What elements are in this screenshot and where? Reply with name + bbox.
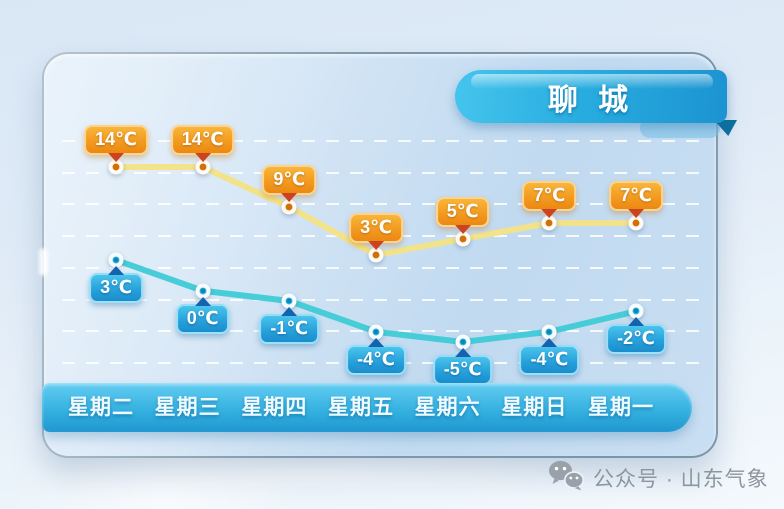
panel-edge-glint — [39, 248, 48, 276]
high-temp-label: 7℃ — [609, 181, 663, 211]
low-temp-label: -4℃ — [519, 344, 580, 375]
low-temp-label: -2℃ — [606, 324, 666, 355]
footer-credit: 公众号 · 山东气象 — [548, 460, 769, 496]
weekday-bar — [42, 383, 692, 432]
grid-line — [62, 171, 706, 174]
weekday-label: 星期一 — [588, 396, 655, 419]
high-temp-label: 14℃ — [84, 125, 148, 155]
city-ribbon: 聊 城 — [455, 70, 727, 123]
low-temp-label: 0℃ — [175, 303, 230, 334]
low-temp-label: -4℃ — [346, 344, 406, 375]
city-name: 聊 城 — [547, 83, 635, 117]
low-temp-label: -1℃ — [259, 314, 320, 344]
grid-line — [62, 298, 706, 301]
footer-account-text: 公众号 · 山东气象 — [593, 468, 769, 491]
high-temp-label: 7℃ — [522, 181, 577, 211]
grid-line — [62, 140, 706, 142]
high-temp-label: 3℃ — [349, 213, 403, 243]
grid-line — [62, 266, 706, 269]
low-temp-label: 3℃ — [89, 273, 143, 303]
high-temp-label: 14℃ — [170, 125, 235, 155]
weekday-label: 星期四 — [241, 396, 308, 419]
high-temp-label: 9℃ — [262, 165, 317, 195]
high-temp-label: 5℃ — [435, 197, 490, 227]
weekday-label: 星期日 — [501, 396, 568, 419]
weekday-label: 星期五 — [328, 396, 394, 419]
weekday-label: 星期二 — [68, 396, 134, 419]
low-temp-label: -5℃ — [432, 355, 493, 385]
weekday-label: 星期六 — [414, 396, 481, 419]
ribbon-back-shadow — [640, 118, 720, 138]
wechat-icon — [548, 460, 584, 496]
weekday-label: 星期三 — [154, 396, 221, 419]
